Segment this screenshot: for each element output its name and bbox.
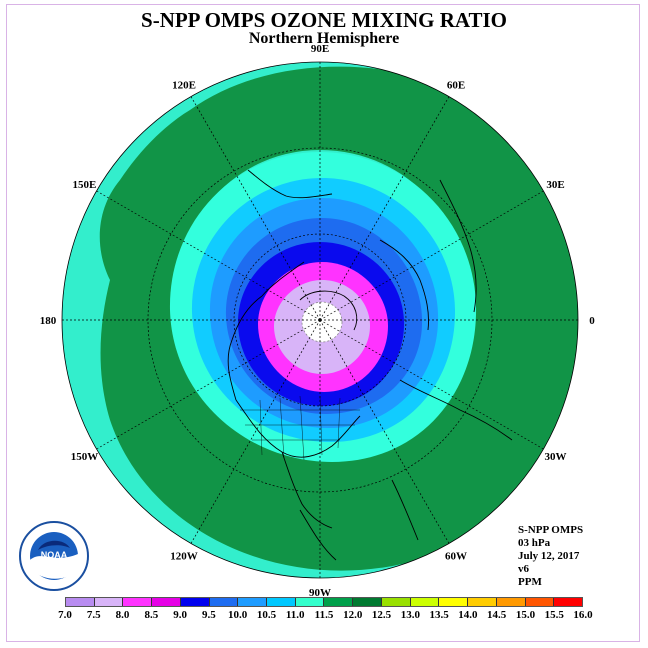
meridian-line: [96, 319, 321, 450]
longitude-label: 150W: [71, 451, 99, 463]
info-level: 03 hPa: [518, 537, 551, 549]
colorbar-segment: [267, 598, 296, 606]
colorbar-tick-label: 10.5: [256, 609, 277, 621]
longitude-label: 180: [40, 315, 57, 327]
colorbar-segment: [295, 598, 325, 606]
colorbar-segment: [496, 598, 526, 606]
colorbar-tick-label: 16.0: [573, 609, 593, 621]
info-version: v6: [518, 563, 529, 575]
colorbar-segment: [381, 598, 411, 606]
colorbar: [65, 597, 583, 607]
colorbar-tick-label: 8.5: [144, 609, 159, 621]
map-boundary: [61, 61, 579, 579]
meridian-line: [190, 96, 321, 321]
colorbar-tick-label: 15.5: [544, 609, 564, 621]
colorbar-tick-label: 12.0: [343, 609, 363, 621]
longitude-label: 90W: [309, 587, 331, 599]
colorbar-segment: [180, 598, 210, 606]
pole-missing-data: [302, 302, 342, 342]
colorbar-tick-label: 11.5: [314, 609, 334, 621]
logo-text: NOAA: [41, 550, 68, 560]
colorbar-segment: [209, 598, 239, 606]
colorbar-segment: [152, 598, 181, 606]
colorbar-segment: [410, 598, 440, 606]
colorbar-tick-label: 11.0: [285, 609, 305, 621]
longitude-label: 30W: [545, 451, 567, 463]
longitude-label: 120E: [172, 79, 196, 91]
colorbar-segment: [468, 598, 497, 606]
colorbar-segment: [324, 598, 354, 606]
meridian-line: [190, 319, 321, 544]
image-frame: [6, 4, 640, 642]
map-subtitle: Northern Hemisphere: [248, 30, 400, 47]
graticule: [62, 62, 578, 578]
meridian-line: [319, 319, 450, 544]
colorbar-segment: [439, 598, 469, 606]
colorbar-segment: [525, 598, 555, 606]
info-instrument: S-NPP OMPS: [518, 524, 584, 536]
band-11-5: [99, 66, 578, 571]
colorbar-tick-label: 8.0: [115, 609, 130, 621]
colorbar-segment: [66, 598, 95, 606]
colorbar-tick-label: 13.5: [429, 609, 449, 621]
info-date: July 12, 2017: [518, 550, 580, 562]
meridian-line: [319, 319, 544, 450]
colorbar-tick-label: 13.0: [400, 609, 420, 621]
meridian-line: [319, 96, 450, 321]
map-title: S-NPP OMPS OZONE MIXING RATIO: [141, 8, 507, 32]
colorbar-tick-label: 12.5: [371, 609, 392, 621]
colorbar-segment: [353, 598, 382, 606]
meridian-line: [319, 190, 544, 321]
colorbar-tick-label: 9.0: [173, 609, 187, 621]
info-block: S-NPP OMPS 03 hPa July 12, 2017 v6 PPM: [518, 524, 583, 589]
longitude-label: 60W: [445, 551, 467, 563]
longitude-label: 0: [589, 315, 595, 327]
longitude-label: 30E: [546, 179, 564, 191]
meridian-line: [96, 190, 321, 321]
colorbar-tick-label: 10.0: [228, 609, 248, 621]
noaa-logo: NOAA: [19, 521, 89, 591]
longitude-label: 60E: [447, 79, 465, 91]
colorbar-tick-label: 15.0: [515, 609, 536, 621]
colorbar-segment: [554, 598, 582, 606]
colorbar-ticks: 7.0 7.5 8.0 8.5 9.0 9.5 10.0 10.5 11.0 11.5 12.0 12…: [58, 609, 593, 623]
longitude-labels: 90E 60E 30E 0 30W 60W 90W 120W 150W 180 150E 120E: [40, 43, 596, 599]
coastlines: [227, 169, 513, 561]
colorbar-tick-label: 7.5: [86, 609, 101, 621]
colorbar-segment: [123, 598, 153, 606]
colorbar-tick-label: 9.5: [202, 609, 216, 621]
colorbar-segment: [238, 598, 268, 606]
colorbar-segment: [94, 598, 124, 606]
longitude-label: 90E: [311, 43, 329, 55]
longitude-label: 150E: [73, 179, 97, 191]
longitude-label: 120W: [170, 551, 198, 563]
colorbar-tick-label: 14.5: [487, 609, 507, 621]
colorbar-tick-label: 7.0: [58, 609, 72, 621]
info-units: PPM: [518, 576, 542, 588]
colorbar-tick-label: 14.0: [458, 609, 478, 621]
